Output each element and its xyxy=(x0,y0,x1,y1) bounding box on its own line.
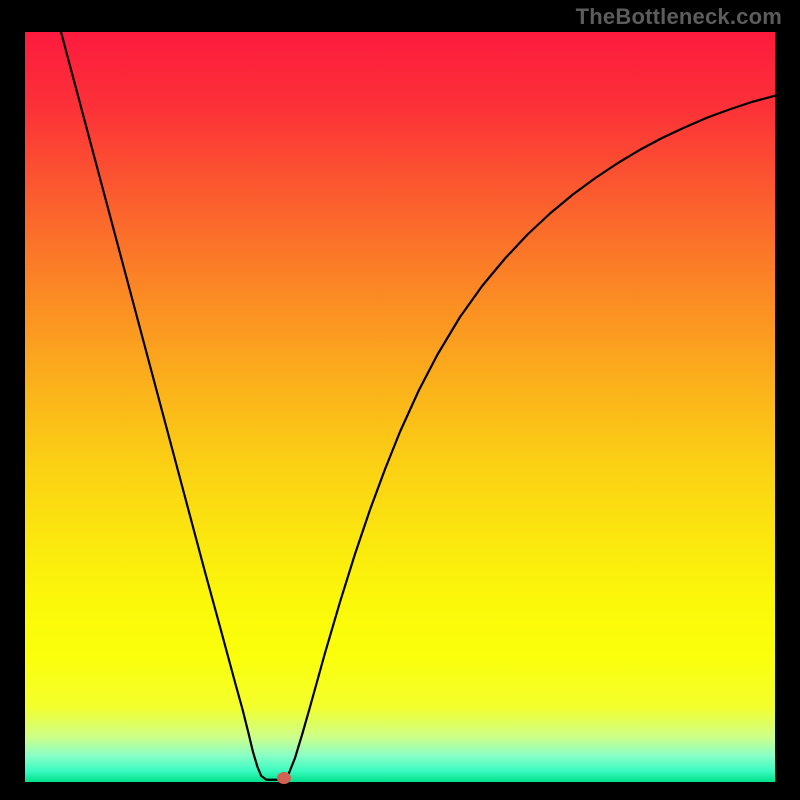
bottleneck-curve xyxy=(0,0,800,800)
curve-path xyxy=(61,32,775,780)
plot-wrap xyxy=(0,0,800,800)
attribution-text: TheBottleneck.com xyxy=(576,4,782,30)
bottleneck-point xyxy=(277,772,291,784)
